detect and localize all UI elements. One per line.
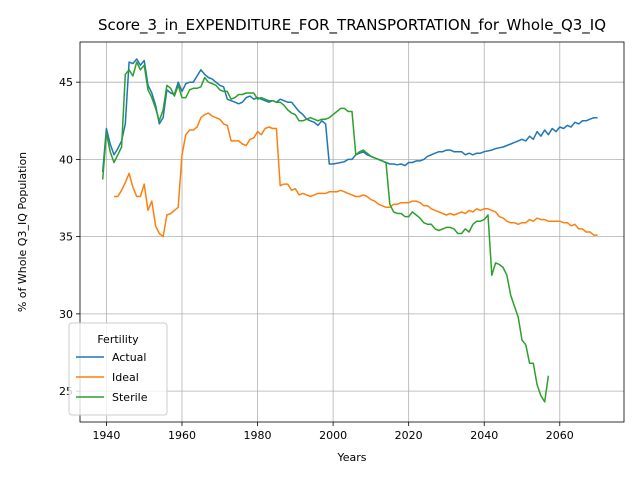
x-tick-label: 1980 [244, 429, 272, 442]
legend-items: Actual Ideal Sterile [76, 351, 148, 404]
chart-title: Score_3_in_EXPENDITURE_FOR_TRANSPORTATIO… [98, 16, 606, 35]
x-tick-label: 1960 [168, 429, 196, 442]
x-tick-label: 2060 [546, 429, 574, 442]
series-line-actual [101, 58, 598, 172]
legend-box [68, 322, 168, 416]
x-tick-label: 2000 [319, 429, 347, 442]
series-line-sterile [101, 61, 550, 403]
x-tick-label: 2040 [470, 429, 498, 442]
y-tick-label: 45 [59, 76, 73, 89]
axes-frame [79, 41, 625, 423]
legend-label-actual: Actual [112, 351, 146, 364]
legend-label-ideal: Ideal [112, 371, 139, 384]
legend-label-sterile: Sterile [112, 391, 148, 404]
series-lines [101, 58, 598, 403]
x-tick-label: 2020 [395, 429, 423, 442]
x-tick-label: 1940 [92, 429, 120, 442]
legend: Fertility Actual Ideal Sterile [68, 322, 168, 416]
x-axis-label: Years [336, 451, 366, 464]
series-line-ideal [114, 112, 598, 238]
y-tick-label: 35 [59, 231, 73, 244]
legend-title: Fertility [97, 333, 139, 346]
y-tick-label: 30 [59, 308, 73, 321]
y-axis-label: % of Whole Q3_IQ Population [16, 152, 29, 312]
y-tick-label: 40 [59, 153, 73, 166]
